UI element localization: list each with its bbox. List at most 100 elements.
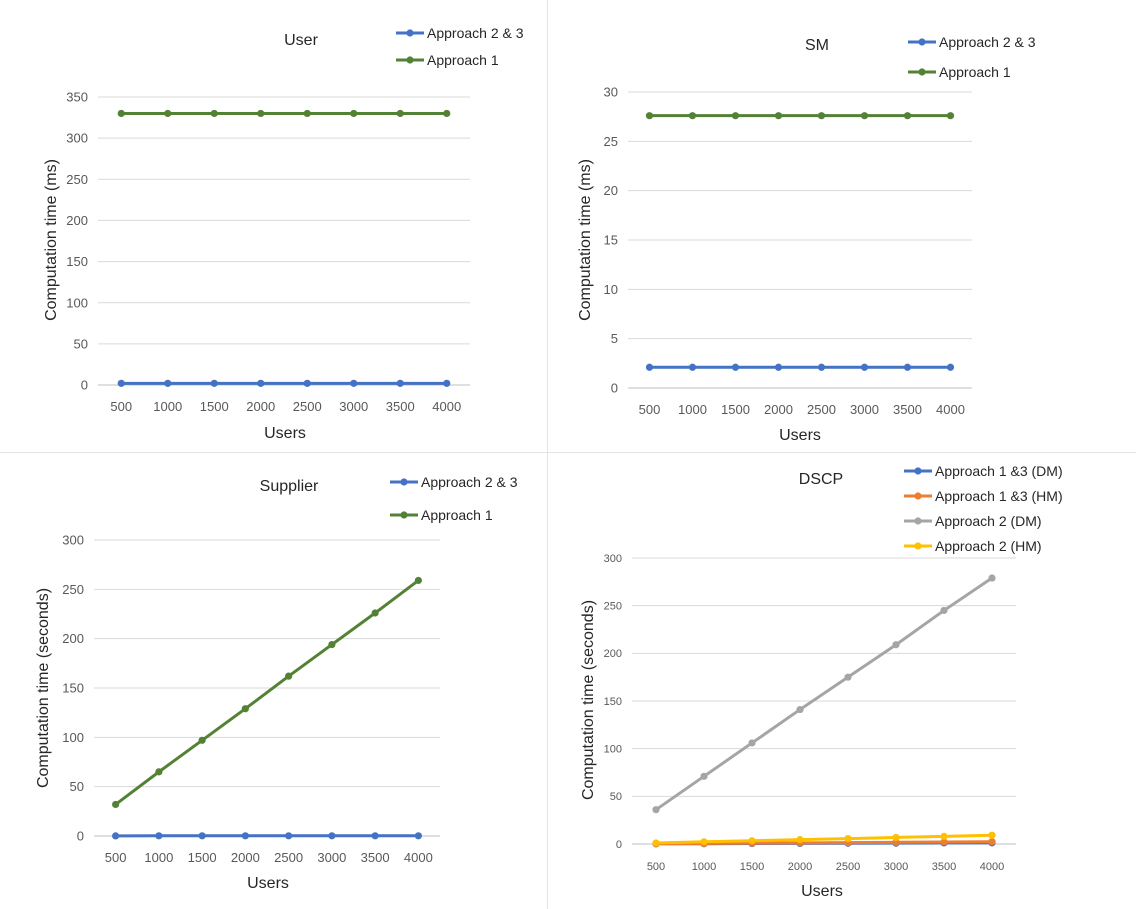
data-point <box>350 379 358 387</box>
legend-swatch-marker <box>914 517 922 525</box>
x-tick-label: 3500 <box>893 402 922 417</box>
data-point <box>688 112 697 120</box>
data-point <box>164 109 172 118</box>
data-point <box>731 363 740 371</box>
x-tick-label: 1500 <box>721 402 750 417</box>
data-point <box>414 576 422 585</box>
y-tick-label: 300 <box>62 533 84 548</box>
data-point <box>241 832 249 840</box>
data-point <box>903 112 912 120</box>
data-point <box>988 831 996 839</box>
series-approach-1 <box>112 576 422 809</box>
data-point <box>645 112 654 120</box>
data-point <box>210 379 218 387</box>
x-tick-label: 4000 <box>980 861 1004 873</box>
data-point <box>817 363 826 371</box>
y-tick-label: 15 <box>604 233 618 248</box>
y-axis-label: Computation time (seconds) <box>35 588 52 788</box>
legend-swatch-marker <box>406 29 414 37</box>
data-point <box>700 772 708 780</box>
data-point <box>396 379 404 387</box>
y-tick-label: 250 <box>604 601 622 613</box>
legend-label: Approach 2 (HM) <box>935 538 1042 554</box>
data-point <box>241 705 249 713</box>
data-point <box>844 673 852 681</box>
y-tick-label: 300 <box>604 553 622 565</box>
data-point <box>155 768 163 776</box>
data-point <box>443 109 451 118</box>
y-axis-label: Computation time (ms) <box>43 159 60 321</box>
y-tick-label: 25 <box>604 134 618 149</box>
data-point <box>940 606 948 615</box>
x-tick-label: 2000 <box>788 861 812 873</box>
x-tick-label: 3000 <box>884 861 908 873</box>
x-tick-label: 2500 <box>293 399 322 414</box>
legend-swatch-marker <box>400 511 408 519</box>
x-tick-label: 1500 <box>740 861 764 873</box>
legend-label: Approach 1 &3 (HM) <box>935 488 1063 504</box>
legend-swatch-marker <box>406 56 414 64</box>
x-axis-label: Users <box>801 883 843 900</box>
x-tick-label: 500 <box>110 399 132 414</box>
legend-label: Approach 1 <box>939 64 1011 80</box>
y-tick-label: 0 <box>611 381 618 396</box>
series-approach-1 <box>645 112 955 120</box>
x-tick-label: 2000 <box>246 399 275 414</box>
data-point <box>892 641 900 649</box>
y-tick-label: 50 <box>74 336 88 351</box>
x-tick-label: 1500 <box>188 850 217 865</box>
series-line <box>655 576 993 811</box>
x-tick-label: 1000 <box>144 850 173 865</box>
legend-label: Approach 1 <box>421 507 493 523</box>
data-point <box>350 109 358 118</box>
x-axis-label: Users <box>264 425 306 442</box>
y-tick-label: 50 <box>70 779 84 794</box>
chart-sm: 0 5 10 15 20 25 30 500 1000 1500 2000 2500 3000 3500 4… <box>577 34 1036 444</box>
series-approach-2-dm <box>652 574 996 814</box>
y-tick-label: 200 <box>62 631 84 646</box>
x-tick-label: 2000 <box>231 850 260 865</box>
legend-label: Approach 2 & 3 <box>939 34 1036 50</box>
legend-entry: Approach 1 &3 (DM) <box>904 463 1063 479</box>
x-tick-label: 500 <box>647 861 665 873</box>
x-tick-label: 500 <box>105 850 127 865</box>
y-tick-label: 5 <box>611 331 618 346</box>
y-tick-label: 100 <box>604 744 622 756</box>
legend-entry: Approach 1 <box>396 52 499 68</box>
y-tick-label: 10 <box>604 282 618 297</box>
chart-title: SM <box>805 37 829 54</box>
data-point <box>796 705 804 714</box>
y-axis-label: Computation time (ms) <box>577 159 594 321</box>
y-tick-label: 150 <box>604 696 622 708</box>
x-tick-label: 1000 <box>692 861 716 873</box>
legend-label: Approach 2 & 3 <box>421 474 518 490</box>
x-tick-label: 1000 <box>678 402 707 417</box>
data-point <box>946 363 955 371</box>
x-tick-label: 1000 <box>153 399 182 414</box>
data-point <box>688 363 697 371</box>
y-tick-label: 150 <box>62 681 84 696</box>
data-point <box>303 109 311 118</box>
chart-title: User <box>284 32 318 49</box>
data-point <box>155 832 163 840</box>
y-tick-label: 0 <box>77 829 84 844</box>
data-point <box>285 832 293 840</box>
series-approach-2-3 <box>112 832 422 840</box>
legend-entry: Approach 1 <box>908 64 1011 80</box>
legend-label: Approach 2 & 3 <box>427 25 524 41</box>
series-line <box>114 579 420 806</box>
data-point <box>796 836 804 844</box>
y-tick-label: 20 <box>604 183 618 198</box>
x-axis-label: Users <box>247 875 289 892</box>
data-point <box>198 736 206 744</box>
data-point <box>371 832 379 840</box>
y-tick-label: 300 <box>66 131 88 146</box>
y-tick-label: 50 <box>610 791 622 803</box>
series-approach-1 <box>117 109 451 118</box>
legend-swatch-marker <box>914 467 922 475</box>
x-axis-label: Users <box>779 427 821 444</box>
data-point <box>652 839 660 847</box>
y-tick-label: 350 <box>66 90 88 105</box>
legend-swatch-marker <box>918 38 926 46</box>
data-point <box>774 112 783 120</box>
